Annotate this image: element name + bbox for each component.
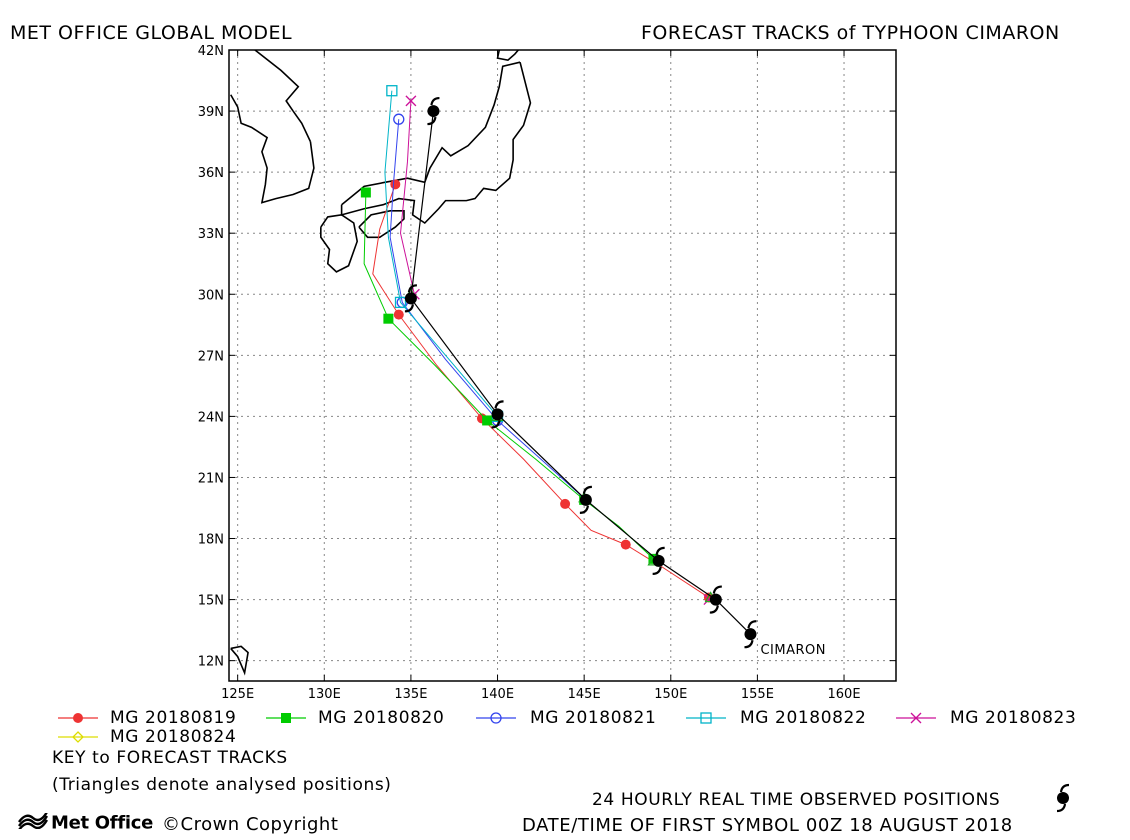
coastline bbox=[496, 50, 519, 62]
legend-label-20180821: MG 20180821 bbox=[530, 708, 657, 728]
y-tick-label: 27N bbox=[198, 349, 224, 364]
x-tick-label: 150E bbox=[654, 687, 687, 702]
x-tick-label: 160E bbox=[828, 687, 861, 702]
track-line bbox=[372, 184, 710, 598]
observed-track-line bbox=[410, 110, 751, 635]
track-marker bbox=[405, 95, 417, 107]
met-office-wave-icon bbox=[18, 810, 49, 834]
coastline bbox=[340, 62, 532, 225]
x-tick-label: 140E bbox=[481, 687, 514, 702]
track-marker bbox=[383, 313, 394, 324]
y-tick-label: 36N bbox=[198, 166, 224, 181]
legend-marker-mg-20180820 bbox=[266, 713, 306, 723]
legend-marker-mg-20180824 bbox=[58, 731, 98, 743]
header-right-title: FORECAST TRACKS of TYPHOON CIMARON bbox=[641, 22, 1060, 44]
forecast-tracks bbox=[360, 85, 717, 606]
x-tick-label: 145E bbox=[568, 687, 601, 702]
observed-position-icon bbox=[744, 620, 757, 649]
observed-position-icon bbox=[491, 400, 504, 429]
track-mg-20180823 bbox=[400, 95, 715, 606]
crown-copyright: ©Crown Copyright bbox=[162, 814, 339, 835]
axis-ticks: 125E 130E 135E 140E 145E 150E 155E 160E 12N 15N 18… bbox=[198, 44, 896, 702]
track-mg-20180820 bbox=[360, 187, 659, 564]
storm-name-label: CIMARON bbox=[760, 643, 826, 658]
track-marker bbox=[390, 179, 401, 190]
observed-positions-label: 24 HOURLY REAL TIME OBSERVED POSITIONS bbox=[592, 790, 1001, 810]
track-marker bbox=[620, 539, 631, 550]
track-mg-20180819 bbox=[372, 179, 714, 603]
track-marker bbox=[360, 187, 371, 198]
coastline bbox=[320, 214, 359, 273]
coastline bbox=[230, 645, 249, 676]
coastline bbox=[254, 50, 300, 112]
lat-lon-grid bbox=[229, 50, 896, 681]
y-tick-label: 42N bbox=[198, 44, 224, 59]
y-tick-label: 12N bbox=[198, 655, 224, 670]
met-office-logo: Met Office bbox=[18, 810, 154, 834]
observed-position-icon bbox=[579, 485, 592, 514]
legend-markers bbox=[58, 712, 936, 743]
coastline bbox=[358, 210, 405, 239]
legend-label-20180824: MG 20180824 bbox=[110, 727, 237, 747]
legend-marker-mg-20180823 bbox=[896, 712, 936, 724]
legend-marker-mg-20180822 bbox=[686, 712, 726, 724]
legend-marker-mg-20180821 bbox=[476, 712, 516, 724]
observed-position-icon bbox=[709, 585, 722, 614]
track-marker bbox=[560, 498, 571, 509]
y-tick-label: 15N bbox=[198, 594, 224, 609]
header-left-title: MET OFFICE GLOBAL MODEL bbox=[10, 22, 293, 44]
observed-position-icon bbox=[427, 96, 440, 126]
track-mg-20180822 bbox=[384, 85, 504, 423]
observed-track bbox=[404, 96, 757, 649]
observed-position-icon bbox=[404, 284, 417, 313]
x-tick-label: 135E bbox=[394, 687, 427, 702]
typhoon-symbol-icon bbox=[1056, 783, 1070, 813]
first-symbol-datetime: DATE/TIME OF FIRST SYMBOL 00Z 18 AUGUST … bbox=[522, 815, 1013, 836]
track-line bbox=[400, 100, 415, 295]
x-tick-label: 125E bbox=[221, 687, 254, 702]
track-marker bbox=[393, 113, 405, 125]
y-tick-label: 33N bbox=[198, 227, 224, 242]
footer-typhoon-icon bbox=[1056, 783, 1070, 813]
track-line bbox=[384, 90, 498, 417]
legend-label-20180822: MG 20180822 bbox=[740, 708, 867, 728]
x-tick-label: 155E bbox=[741, 687, 774, 702]
coastline bbox=[292, 110, 312, 142]
met-office-logo-text: Met Office bbox=[51, 812, 154, 834]
legend-label-20180823: MG 20180823 bbox=[950, 708, 1077, 728]
track-line bbox=[363, 192, 654, 560]
track-line bbox=[389, 119, 587, 501]
track-marker bbox=[386, 85, 398, 97]
legend-label-20180820: MG 20180820 bbox=[318, 708, 445, 728]
coastline bbox=[230, 94, 315, 204]
legend-marker-mg-20180819 bbox=[58, 713, 98, 723]
track-marker bbox=[482, 415, 493, 426]
y-tick-label: 39N bbox=[198, 105, 224, 120]
y-tick-label: 18N bbox=[198, 533, 224, 548]
y-tick-label: 24N bbox=[198, 410, 224, 425]
y-tick-label: 30N bbox=[198, 288, 224, 303]
x-tick-label: 130E bbox=[308, 687, 341, 702]
track-marker bbox=[394, 296, 407, 309]
coastlines bbox=[230, 50, 532, 676]
key-note: (Triangles denote analysed positions) bbox=[52, 775, 392, 795]
coastline bbox=[341, 61, 521, 206]
key-title: KEY to FORECAST TRACKS bbox=[52, 748, 288, 768]
track-mg-20180821 bbox=[389, 113, 592, 506]
y-tick-label: 21N bbox=[198, 471, 224, 486]
observed-position-icon bbox=[652, 546, 665, 576]
plot-frame bbox=[228, 49, 897, 682]
track-marker bbox=[393, 309, 404, 320]
legend-label-20180819: MG 20180819 bbox=[110, 708, 237, 728]
